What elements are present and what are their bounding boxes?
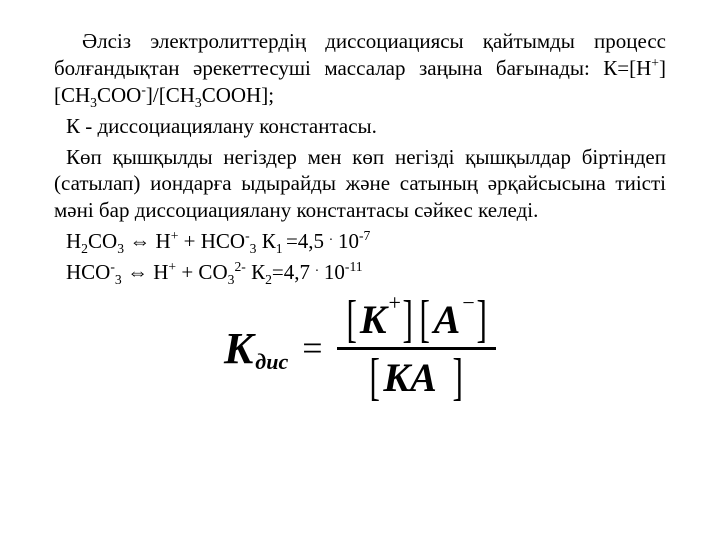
bracket-left-icon: [	[420, 299, 430, 341]
formula-block: K дис = [ K + ] [ A − ]	[54, 296, 666, 401]
den-term-1: KA +	[383, 354, 449, 401]
num-term-2-sign: −	[462, 290, 474, 316]
num-term-1: K +	[360, 296, 399, 343]
formula-lhs: K дис	[224, 323, 288, 374]
para-2: К - диссоциациялану константасы.	[54, 113, 666, 140]
num-term-2: A −	[434, 296, 473, 343]
num-term-2-letter: A	[434, 296, 461, 343]
slide: Әлсіз электролиттердің диссоциациясы қай…	[0, 0, 720, 540]
bracket-left-icon: [	[370, 357, 380, 399]
formula-fraction: [ K + ] [ A − ] [	[337, 296, 497, 401]
bracket-right-icon: ]	[476, 299, 486, 341]
bracket-right-icon: ]	[453, 357, 463, 399]
equation-line-2: HCO-3 ⇔ H+ + CO32- К2=4,7 . 10-11	[54, 259, 666, 286]
formula-lhs-k: K	[224, 323, 253, 374]
equals-sign: =	[302, 327, 322, 369]
num-term-1-letter: K	[360, 296, 387, 343]
num-term-1-sign: +	[389, 290, 401, 316]
den-term-1-letter: KA	[383, 354, 436, 401]
dissociation-constant-formula: K дис = [ K + ] [ A − ]	[224, 296, 496, 401]
equation-line-1: H2CO3 ⇔ H+ + HCO-3 К1 =4,5 . 10-7	[54, 228, 666, 255]
formula-numerator: [ K + ] [ A − ]	[337, 296, 497, 343]
formula-denominator: [ KA + ]	[360, 354, 472, 401]
formula-lhs-sub: дис	[255, 349, 288, 375]
bracket-left-icon: [	[346, 299, 356, 341]
para-1: Әлсіз электролиттердің диссоциациясы қай…	[54, 28, 666, 109]
bracket-right-icon: ]	[402, 299, 412, 341]
fraction-bar-icon	[337, 347, 497, 350]
para-3: Көп қышқылды негіздер мен көп негізді қы…	[54, 144, 666, 225]
